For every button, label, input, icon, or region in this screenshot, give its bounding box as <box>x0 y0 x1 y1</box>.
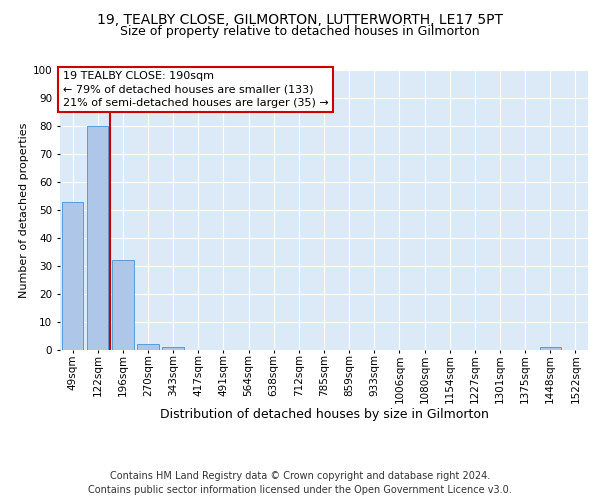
Bar <box>112 260 134 350</box>
Bar <box>163 347 184 350</box>
Text: 19 TEALBY CLOSE: 190sqm
← 79% of detached houses are smaller (133)
21% of semi-d: 19 TEALBY CLOSE: 190sqm ← 79% of detache… <box>62 72 328 108</box>
Bar <box>62 202 83 350</box>
Text: Size of property relative to detached houses in Gilmorton: Size of property relative to detached ho… <box>120 25 480 38</box>
Bar <box>87 126 109 350</box>
Y-axis label: Number of detached properties: Number of detached properties <box>19 122 29 298</box>
X-axis label: Distribution of detached houses by size in Gilmorton: Distribution of detached houses by size … <box>160 408 488 422</box>
Bar <box>539 347 561 350</box>
Bar <box>137 344 158 350</box>
Text: 19, TEALBY CLOSE, GILMORTON, LUTTERWORTH, LE17 5PT: 19, TEALBY CLOSE, GILMORTON, LUTTERWORTH… <box>97 12 503 26</box>
Text: Contains HM Land Registry data © Crown copyright and database right 2024.
Contai: Contains HM Land Registry data © Crown c… <box>88 471 512 495</box>
